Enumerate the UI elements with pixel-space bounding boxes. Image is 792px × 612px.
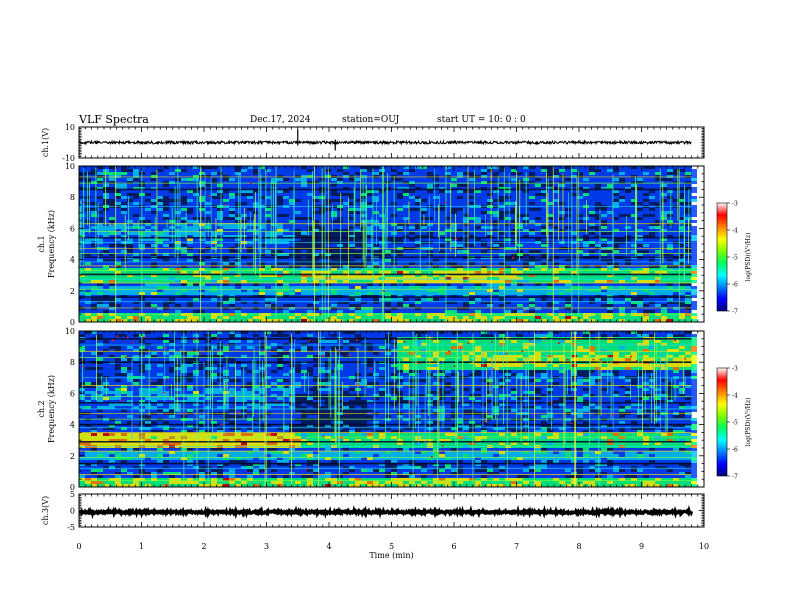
station-label: station=OUJ [342,115,400,125]
x-ticks-panel-3 [78,494,705,527]
ch1-spectrogram-ytick-label: 2 [70,287,75,296]
ch2-spectrogram-ytick-label: 2 [70,452,75,461]
ch1-waveform-ylabel: ch.1(V) [41,128,50,157]
ch2-spectrogram-colorbar-label: log(PSD)(V²/Hz) [745,398,752,447]
ch2-spectrogram-colorbar-tick-label: -3 [732,366,738,373]
ch2-spectrogram-ylabel-line1: ch.2 [37,400,46,417]
ch2-spectrogram-ytick-label: 0 [70,483,75,492]
ch1-spectrogram-colorbar [716,202,728,312]
ch3-waveform-ytick-label: 0 [70,507,75,516]
figure-title: VLF Spectra [79,113,149,126]
x-tick-label: 6 [451,542,456,551]
ch1-waveform-ytick-label: 10 [65,123,75,132]
x-ticks-panel-1 [78,166,705,322]
ch1-spectrogram-colorbar-tick-label: -3 [732,201,738,208]
ch2-spectrogram-colorbar-tick-label: -6 [732,447,738,454]
ch2-spectrogram-ytick-label: 6 [70,389,75,398]
ch1-spectrogram-ytick-label: 0 [70,318,75,327]
ch1-spectrogram-ylabel-line1: ch.1 [37,235,46,252]
ch1-spectrogram-colorbar-tick-label: -7 [732,309,738,316]
y-ticks-panel-3 [79,493,704,528]
ch1-waveform-trace [79,139,692,146]
ch1-spectrogram-colorbar-tick-label: -6 [732,282,738,289]
x-axis-label: Time (min) [369,551,413,560]
ch1-spectrogram-ytick-label: 10 [65,162,75,171]
ch1-spectrogram-ytick-label: 8 [70,193,75,202]
x-tick-label: 9 [639,542,644,551]
ch1-spectrogram-colorbar-tick-label: -4 [732,228,738,235]
ch1-spectrogram-ytick-label: 6 [70,224,75,233]
ch2-spectrogram-colorbar-tick-label: -5 [732,420,738,427]
x-tick-label: 1 [139,542,144,551]
ch3-waveform-ylabel: ch.3(V) [41,496,50,525]
ch2-spectrogram-ytick-label: 4 [70,421,75,430]
y-ticks-panel-1 [79,165,704,323]
x-tick-label: 2 [201,542,206,551]
x-tick-label: 0 [76,542,81,551]
x-ticks-panel-2 [78,331,705,487]
ch1-spectrogram-colorbar-tick-label: -5 [732,255,738,262]
x-tick-label: 3 [264,542,269,551]
ch2-spectrogram-colorbar-tick-label: -4 [732,393,738,400]
x-ticks-panel-0 [78,127,705,158]
ch3-waveform-ytick-label: -5 [67,523,75,532]
ch1-spectrogram-ylabel-line2: Frequency (kHz) [47,210,56,278]
x-tick-label: 4 [326,542,331,551]
y-ticks-panel-0 [79,126,704,159]
x-tick-label: 10 [699,542,709,551]
ch2-spectrogram-ylabel-line2: Frequency (kHz) [47,375,56,443]
x-tick-label: 8 [576,542,581,551]
ch3-waveform-ytick-label: 5 [70,490,75,499]
ch2-spectrogram-ytick-label: 8 [70,358,75,367]
ch2-spectrogram-colorbar [716,367,728,477]
start-time-label: start UT = 10: 0 : 0 [437,115,526,125]
ch1-spectrogram-image [79,166,697,322]
ch2-spectrogram-colorbar-tick-label: -7 [732,474,738,481]
ch3-waveform-trace [79,504,694,520]
x-tick-label: 7 [514,542,519,551]
ch1-spectrogram-colorbar-label: log(PSD)(V²/Hz) [745,233,752,282]
ch2-spectrogram-image [79,331,697,487]
ch1-waveform-ytick-label: -10 [62,154,75,163]
x-tick-label: 5 [389,542,394,551]
date-label: Dec.17, 2024 [250,115,311,125]
y-ticks-panel-2 [79,330,704,488]
ch1-spectrogram-ytick-label: 4 [70,256,75,265]
ch2-spectrogram-ytick-label: 10 [65,327,75,336]
